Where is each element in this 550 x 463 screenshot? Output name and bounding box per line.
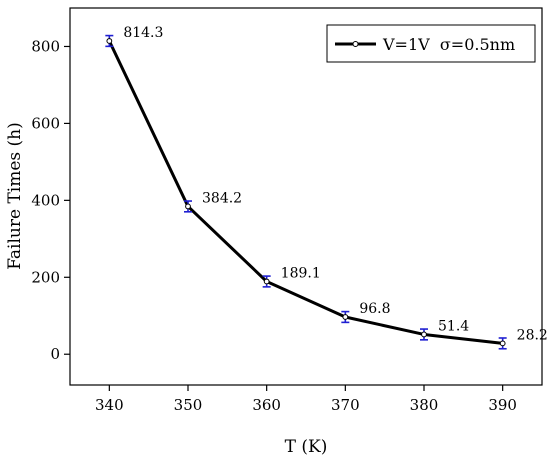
x-tick-label: 360: [252, 396, 281, 414]
data-label: 189.1: [281, 265, 321, 281]
series-group: [107, 40, 503, 345]
x-tick-label: 370: [331, 396, 360, 414]
series-line: [107, 40, 503, 345]
data-label: 384.2: [202, 190, 242, 206]
legend: V=1V σ=0.5nm: [326, 24, 536, 63]
data-point: [263, 278, 270, 285]
data-label: 96.8: [359, 301, 390, 317]
x-tick-label: 340: [95, 396, 124, 414]
x-tick-label: 350: [174, 396, 203, 414]
legend-entry-label: V=1V σ=0.5nm: [382, 35, 515, 54]
y-tick-label: 800: [31, 37, 60, 55]
data-label: 51.4: [438, 318, 469, 334]
data-point: [106, 38, 113, 44]
tick-marks: [64, 45, 504, 391]
y-axis-title: Failure Times (h): [5, 122, 25, 270]
x-tick-label: 380: [410, 396, 439, 414]
error-bars: [105, 34, 507, 350]
data-label: 28.2: [517, 327, 548, 343]
legend-marker: [352, 41, 359, 47]
data-point: [421, 331, 427, 338]
data-point: [342, 314, 349, 320]
data-point: [185, 203, 191, 210]
y-tick-label: 0: [50, 345, 60, 363]
y-tick-label: 400: [31, 191, 60, 209]
y-tick-label: 600: [31, 114, 60, 132]
data-label: 814.3: [123, 25, 163, 41]
x-tick-label: 390: [488, 396, 517, 414]
y-tick-label: 200: [31, 268, 60, 286]
tick-labels: 340 350 360 370 380 390 0 200 400 600 800: [31, 37, 517, 414]
plot-frame: [69, 7, 543, 386]
data-points: [106, 38, 506, 347]
data-labels: 814.3 384.2 189.1 96.8 51.4 28.2: [123, 25, 548, 343]
data-point: [499, 340, 506, 347]
x-axis-title: T (K): [285, 437, 328, 457]
